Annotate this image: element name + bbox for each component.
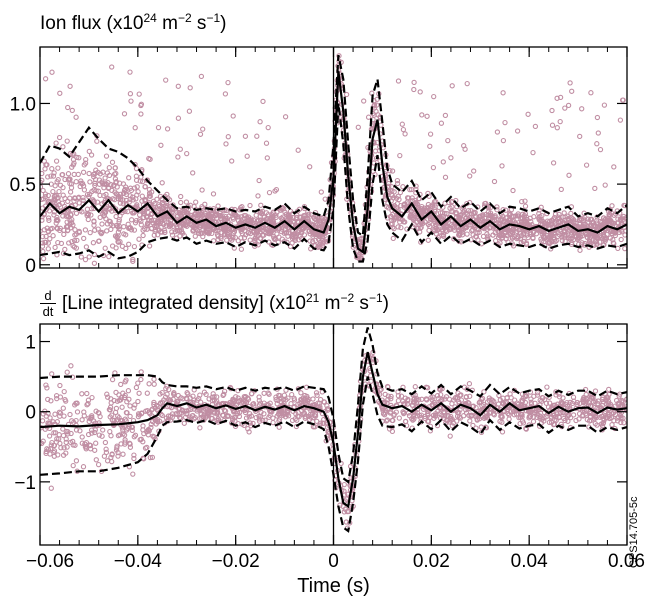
y-tick-label: 0.5 [10,175,36,196]
ion-flux-plot: 0 0.5 1.0 [10,46,628,277]
x-tick-label: −0.02 [212,551,260,572]
upper-bound-line [40,54,627,238]
y-tick-label: 1.0 [10,94,36,115]
density-derivative-plot: −1 0 1 −0.06 −0.04 −0.02 0 0.02 0.04 0.06 Time (s) [14,323,645,597]
lower-bound-line [40,376,627,533]
derivative-fraction: d dt [40,289,56,318]
x-tick-label: 0.02 [413,551,450,572]
x-tick-label: −0.06 [26,551,74,572]
mean-line [40,351,627,509]
x-axis-title: Time (s) [297,575,370,597]
scatter-cloud [40,53,627,266]
upper-bound-line [40,327,627,484]
bottom-chart-title: d dt [Line integrated density] (x1021 m−2… [40,289,389,318]
y-tick-label: 0 [25,403,36,424]
x-tick-label: 0 [328,551,339,572]
x-tick-label: 0.04 [511,551,548,572]
lower-bound-line [40,103,627,263]
y-tick-label: 1 [25,333,36,354]
x-tick-label: −0.04 [114,551,163,572]
y-tick-label: −1 [14,473,36,494]
mean-line [40,71,627,254]
x-tick-label: 0.06 [608,551,645,572]
top-chart-title: Ion flux (x1024 m−2 s−1) [40,11,227,34]
y-tick-label: 0 [25,256,36,277]
